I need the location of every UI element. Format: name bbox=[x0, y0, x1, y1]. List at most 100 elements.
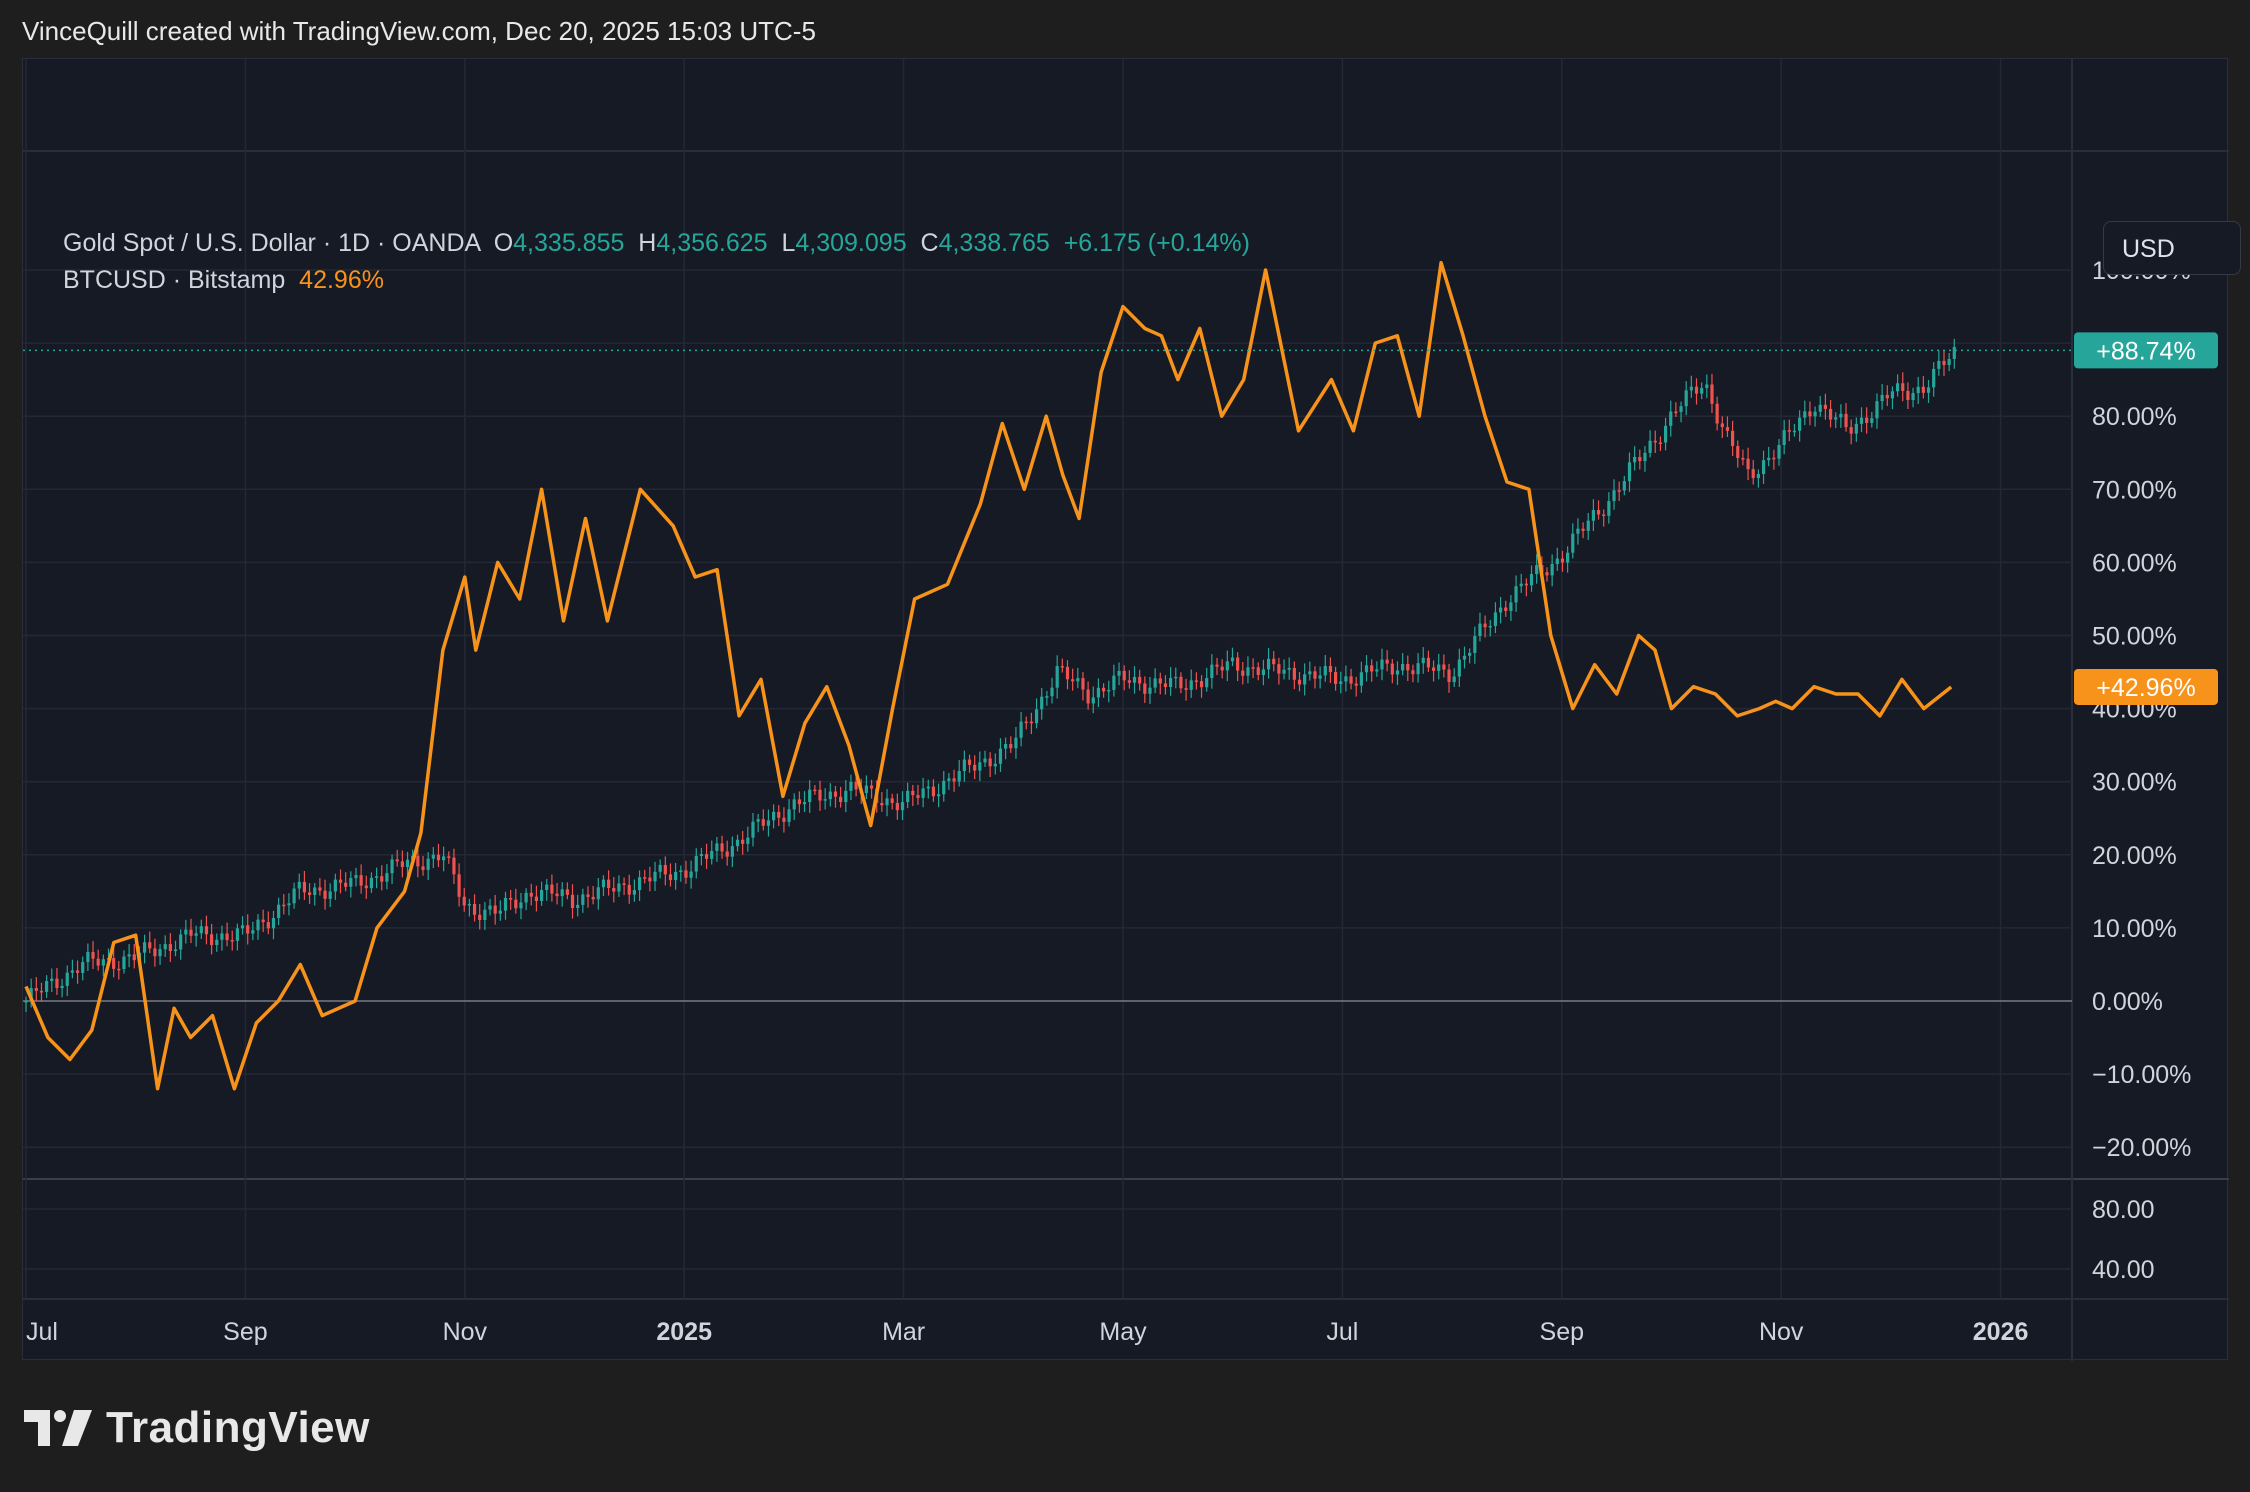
gold-candle bbox=[1189, 680, 1193, 690]
gold-candle bbox=[184, 929, 188, 935]
gold-candle bbox=[45, 981, 49, 992]
gold-candle bbox=[1782, 430, 1786, 445]
gold-candle bbox=[952, 778, 956, 782]
gold-candle bbox=[472, 904, 477, 915]
y-tick-label: 10.00% bbox=[2092, 915, 2177, 943]
gold-candle bbox=[1715, 403, 1719, 424]
gold-candle bbox=[1318, 675, 1322, 679]
gold-candle bbox=[699, 854, 704, 857]
legend-close-value: 4,338.765 bbox=[938, 229, 1050, 257]
gold-candle bbox=[70, 970, 75, 973]
gold-candle bbox=[1808, 411, 1812, 417]
legend-gold[interactable]: Gold Spot / U.S. Dollar · 1D · OANDA O4,… bbox=[63, 229, 1250, 258]
gold-candle bbox=[601, 879, 606, 888]
gold-candle bbox=[1566, 552, 1570, 563]
gold-candle bbox=[101, 959, 105, 966]
gold-candle bbox=[1416, 663, 1420, 675]
gold-candle bbox=[287, 903, 291, 906]
gold-candle bbox=[1401, 663, 1405, 671]
gold-candle bbox=[1370, 665, 1374, 672]
gold-candle bbox=[1447, 669, 1451, 683]
gold-candle bbox=[1437, 664, 1441, 671]
gold-candle bbox=[39, 990, 44, 993]
gold-candle bbox=[751, 821, 755, 838]
currency-button[interactable]: USD bbox=[2103, 221, 2241, 275]
gold-candle bbox=[452, 857, 456, 875]
gold-candle bbox=[1153, 678, 1157, 688]
gold-candle bbox=[349, 878, 353, 887]
gold-candle bbox=[277, 904, 281, 919]
gold-candle bbox=[369, 877, 374, 889]
gold-candle bbox=[1591, 510, 1595, 521]
gold-candle bbox=[1576, 528, 1580, 534]
gold-candle bbox=[1303, 674, 1307, 685]
gold-candle bbox=[967, 759, 972, 765]
gold-candle bbox=[725, 851, 729, 857]
gold-candle bbox=[292, 888, 296, 904]
gold-candle bbox=[235, 928, 239, 941]
gold-candle bbox=[1545, 572, 1549, 576]
gold-candle bbox=[375, 876, 379, 878]
chart-frame[interactable]: 100.00%80.00%70.00%60.00%50.00%40.00%30.… bbox=[22, 58, 2241, 1361]
gold-candle bbox=[189, 929, 193, 936]
gold-candle bbox=[869, 785, 874, 789]
gold-candle bbox=[519, 902, 523, 909]
gold-candle bbox=[1906, 390, 1910, 401]
gold-candle bbox=[864, 785, 869, 793]
gold-candle bbox=[1215, 664, 1219, 667]
gold-candle bbox=[1607, 501, 1611, 516]
gold-candle bbox=[400, 861, 404, 868]
gold-candle bbox=[921, 788, 925, 798]
gold-candle bbox=[1519, 583, 1523, 587]
gold-candle bbox=[735, 839, 740, 847]
gold-candle bbox=[1411, 670, 1415, 675]
y-tick-label: 30.00% bbox=[2092, 769, 2177, 797]
gold-candle bbox=[1452, 676, 1456, 683]
gold-candle bbox=[911, 790, 915, 796]
gold-candle bbox=[1560, 558, 1565, 563]
gold-candle bbox=[1339, 681, 1343, 684]
gold-candle bbox=[1834, 417, 1838, 420]
gold-candle bbox=[1643, 452, 1647, 462]
legend-low-value: 4,309.095 bbox=[795, 229, 907, 257]
gold-candle bbox=[447, 856, 451, 858]
gold-candle bbox=[617, 883, 621, 892]
gold-candle bbox=[1694, 386, 1699, 394]
gold-candle bbox=[1550, 564, 1554, 576]
gold-candle bbox=[271, 918, 276, 929]
gold-candle bbox=[1710, 384, 1714, 404]
gold-candle bbox=[204, 926, 209, 935]
btc-price-tag-bg bbox=[2074, 668, 2218, 705]
gold-candle bbox=[710, 850, 714, 859]
gold-candle bbox=[1122, 670, 1126, 681]
gold-candle bbox=[653, 871, 657, 882]
gold-candle bbox=[251, 930, 255, 934]
gold-candle bbox=[1895, 383, 1900, 392]
gold-candle bbox=[1354, 683, 1358, 686]
chart-canvas[interactable]: 100.00%80.00%70.00%60.00%50.00%40.00%30.… bbox=[23, 59, 2229, 1361]
gold-candle bbox=[998, 748, 1003, 764]
gold-candle bbox=[1911, 393, 1915, 401]
gold-candle bbox=[1705, 384, 1709, 389]
gold-candle bbox=[1205, 678, 1209, 688]
gold-candle bbox=[1169, 677, 1173, 688]
gold-candle bbox=[354, 875, 358, 879]
gold-candle bbox=[390, 859, 394, 874]
gold-candle bbox=[359, 875, 363, 886]
gold-candle bbox=[1865, 417, 1869, 423]
gold-candle bbox=[1380, 659, 1384, 670]
gold-candle bbox=[1648, 440, 1652, 453]
gold-candle bbox=[1297, 679, 1302, 685]
gold-candle bbox=[261, 919, 265, 923]
gold-candle bbox=[715, 843, 719, 851]
legend-btc[interactable]: BTCUSD · Bitstamp 42.96% bbox=[63, 266, 384, 295]
gold-candle bbox=[658, 864, 662, 872]
gold-candle bbox=[220, 933, 224, 940]
gold-candle bbox=[1488, 625, 1492, 628]
gold-candle bbox=[1493, 612, 1498, 626]
tradingview-logo[interactable]: TradingView bbox=[24, 1400, 370, 1456]
gold-candle bbox=[1617, 490, 1621, 492]
legend-high-label: H bbox=[638, 229, 657, 257]
gold-candle bbox=[1751, 469, 1755, 479]
gold-candle bbox=[1725, 427, 1730, 431]
